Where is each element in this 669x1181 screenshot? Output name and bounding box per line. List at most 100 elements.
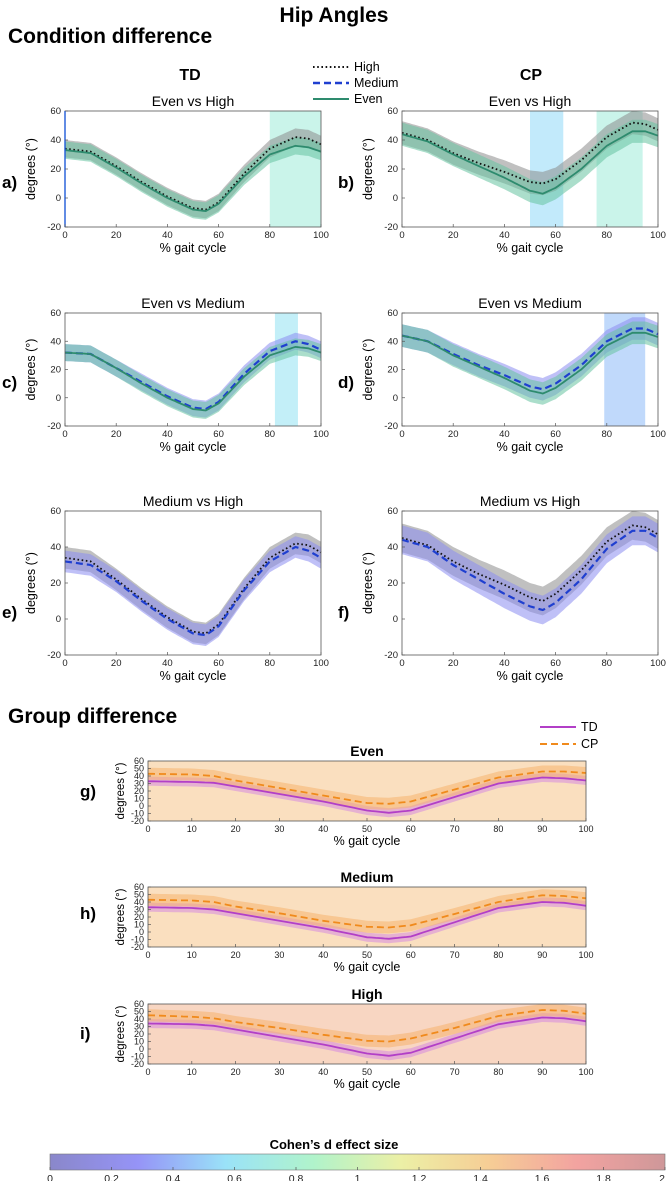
y-tick-label: 20 <box>387 365 398 376</box>
x-tick-label: 80 <box>265 429 276 440</box>
chart-title: Even <box>350 743 383 759</box>
sd-band-medium <box>402 516 658 625</box>
column-cp-label: CP <box>520 67 543 84</box>
x-tick-label: 20 <box>231 1067 241 1077</box>
chart-title: Even vs High <box>489 93 571 109</box>
x-tick-label: 80 <box>493 1067 503 1077</box>
y-tick-label: 60 <box>50 506 61 517</box>
x-tick-label: 0 <box>145 824 150 834</box>
y-tick-label: 0 <box>56 393 61 404</box>
x-tick-label: 70 <box>450 824 460 834</box>
y-tick-label: -10 <box>131 1052 144 1062</box>
x-tick-label: 100 <box>650 429 666 440</box>
x-tick-label: 100 <box>313 230 329 241</box>
x-tick-label: 80 <box>493 824 503 834</box>
x-tick-label: 50 <box>362 1067 372 1077</box>
figure-title: Hip Angles <box>280 4 389 27</box>
x-tick-label: 70 <box>450 1067 460 1077</box>
x-tick-label: 90 <box>537 824 547 834</box>
x-tick-label: 40 <box>318 824 328 834</box>
x-tick-label: 0 <box>399 658 404 669</box>
y-tick-label: -10 <box>131 809 144 819</box>
sd-band-even <box>402 119 658 206</box>
x-tick-label: 90 <box>537 950 547 960</box>
x-tick-label: 40 <box>318 950 328 960</box>
x-tick-label: 50 <box>362 824 372 834</box>
y-tick-label: -10 <box>131 935 144 945</box>
series-line-td <box>147 1016 587 1057</box>
y-tick-label: 0 <box>393 614 398 625</box>
x-axis-label: % gait cycle <box>160 669 227 683</box>
colorbar-tick-label: 1.2 <box>412 1173 427 1181</box>
y-tick-label: 40 <box>387 336 398 347</box>
legend-group: TD CP <box>540 720 598 751</box>
x-tick-label: 0 <box>145 1067 150 1077</box>
y-axis-label: degrees (°) <box>115 888 127 945</box>
x-tick-label: 60 <box>213 658 224 669</box>
colorbar-tick-label: 1.4 <box>473 1173 488 1181</box>
y-axis-label: degrees (°) <box>361 339 375 401</box>
x-tick-label: 60 <box>550 429 561 440</box>
chart-i: 0 10 20 30 40 50 60 70 80 90 100-20-10010203040506… <box>80 986 594 1091</box>
y-axis-label: degrees (°) <box>24 138 38 200</box>
series-line-medium <box>64 545 322 637</box>
colorbar-tick-label: 0.6 <box>227 1173 242 1181</box>
series-line-cp <box>148 770 587 805</box>
y-axis-label: degrees (°) <box>115 1005 127 1062</box>
x-axis-label: % gait cycle <box>160 241 227 255</box>
y-axis-label: degrees (°) <box>24 552 38 614</box>
panel-letter: e) <box>2 603 17 622</box>
x-tick-label: 40 <box>162 658 173 669</box>
x-tick-label: 60 <box>406 950 416 960</box>
x-tick-label: 30 <box>274 1067 284 1077</box>
series-line-even <box>64 345 322 412</box>
y-tick-label: -20 <box>384 222 398 233</box>
x-tick-label: 20 <box>448 429 459 440</box>
x-axis-label: % gait cycle <box>334 960 401 974</box>
y-tick-label: 10 <box>134 920 144 930</box>
x-axis-label: % gait cycle <box>497 440 564 454</box>
x-tick-label: 100 <box>578 824 593 834</box>
y-tick-label: 60 <box>134 999 144 1009</box>
legend-label-even: Even <box>354 92 383 106</box>
y-tick-label: 40 <box>387 135 398 146</box>
y-tick-label: 60 <box>387 106 398 117</box>
series-line-cp <box>147 1009 587 1043</box>
x-tick-label: 40 <box>499 429 510 440</box>
series-line-high <box>401 121 659 185</box>
x-tick-label: 100 <box>650 658 666 669</box>
y-axis-label: degrees (°) <box>361 552 375 614</box>
x-tick-label: 0 <box>62 658 67 669</box>
x-tick-label: 80 <box>602 429 613 440</box>
series-line-cp <box>148 894 587 929</box>
y-tick-label: -20 <box>131 816 144 826</box>
x-tick-label: 30 <box>274 824 284 834</box>
sd-band-even <box>65 137 321 220</box>
x-tick-label: 80 <box>265 230 276 241</box>
x-tick-label: 20 <box>448 658 459 669</box>
x-tick-label: 60 <box>213 230 224 241</box>
x-tick-label: 100 <box>313 429 329 440</box>
panel-letter: b) <box>338 173 354 192</box>
y-tick-label: 40 <box>50 542 61 553</box>
y-tick-label: 10 <box>134 794 144 804</box>
y-tick-label: 20 <box>50 365 61 376</box>
chart-title: Even vs Medium <box>478 295 581 311</box>
x-tick-label: 80 <box>493 950 503 960</box>
y-tick-label: 60 <box>134 882 144 892</box>
x-tick-label: 60 <box>550 658 561 669</box>
x-tick-label: 50 <box>362 950 372 960</box>
x-tick-label: 0 <box>62 429 67 440</box>
x-tick-label: 40 <box>162 230 173 241</box>
sd-band-cp <box>148 765 586 810</box>
colorbar-tick-label: 0.2 <box>104 1173 119 1181</box>
x-tick-label: 40 <box>318 1067 328 1077</box>
x-tick-label: 100 <box>313 658 329 669</box>
y-tick-label: -20 <box>384 650 398 661</box>
series-line-medium <box>401 529 659 612</box>
colorbar-title: Cohen’s d effect size <box>270 1137 399 1152</box>
panel-letter: c) <box>2 373 17 392</box>
y-tick-label: 0 <box>56 614 61 625</box>
